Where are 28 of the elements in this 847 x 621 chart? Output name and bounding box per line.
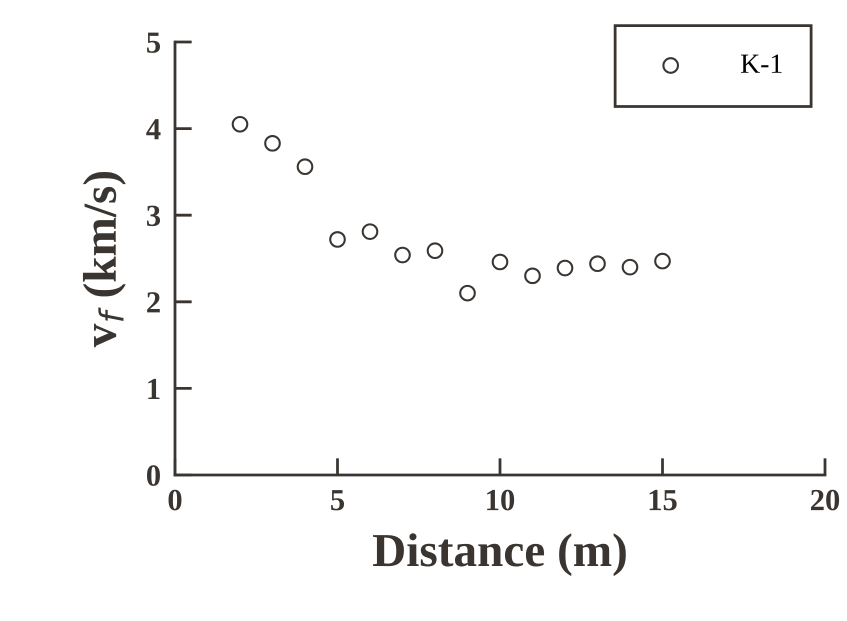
point (426, 242, 444, 260)
y-tick-label: 4 (146, 119, 161, 140)
point (362, 223, 378, 240)
y-axis-title: v$_{f}$ (km/s) (82, 172, 126, 348)
point (622, 258, 638, 276)
y-tick-label: 1 (148, 378, 160, 399)
point (459, 284, 476, 302)
point (232, 116, 248, 133)
y-tick-label: 2 (147, 292, 160, 312)
legend-label: K-1 (740, 54, 782, 73)
point (654, 252, 671, 270)
x-axis-title: Distance (m) (372, 533, 626, 576)
point (329, 231, 346, 248)
x-tick-label: 5 (331, 490, 344, 510)
x-tick-label: 20 (811, 490, 840, 510)
point (556, 260, 574, 276)
point (394, 246, 411, 264)
y-tick-label: 3 (146, 206, 160, 226)
point (264, 134, 281, 152)
point (296, 158, 314, 176)
point (589, 255, 606, 272)
x-tick-label: 15 (650, 490, 677, 510)
x-tick-label: 10 (487, 490, 514, 510)
point (492, 254, 508, 270)
y-tick-label: 5 (147, 32, 160, 53)
point (524, 267, 541, 284)
x-tick-label: 0 (168, 490, 182, 510)
y-tick-label: 0 (147, 465, 160, 486)
